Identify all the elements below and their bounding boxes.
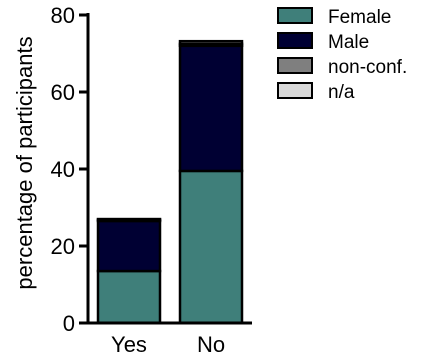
bar-yes-female [96,269,162,325]
bar-no-female [178,169,244,325]
bar-yes-n-a [96,217,162,222]
y-tick-label: 40 [51,157,75,182]
legend-label-non-conf: non-conf. [328,57,407,78]
y-axis: 0 20 40 60 80 [51,3,90,336]
y-tick-label: 80 [51,3,75,28]
legend-swatch-female [277,7,313,24]
legend-label-male: Male [328,32,369,53]
legend-swatch-male [277,32,313,49]
legend-label-n-a: n/a [328,82,355,103]
y-tick-label: 0 [63,311,75,336]
x-tick-label-no: No [197,332,225,357]
bar-no-male [178,44,244,173]
bar-no-n-a [178,39,244,46]
x-tick-label-yes: Yes [111,332,147,357]
y-axis-label: percentage of participants [12,36,37,289]
legend-swatch-non-conf [277,57,313,74]
legend-swatch-n-a [277,82,313,99]
y-tick-label: 20 [51,234,75,259]
plot-area [96,39,244,325]
bar-yes-male [96,219,162,273]
legend-label-female: Female [328,7,391,28]
y-tick-label: 60 [51,80,75,105]
legend: Female Male non-conf. n/a [277,7,407,103]
x-axis: Yes No [88,321,252,357]
